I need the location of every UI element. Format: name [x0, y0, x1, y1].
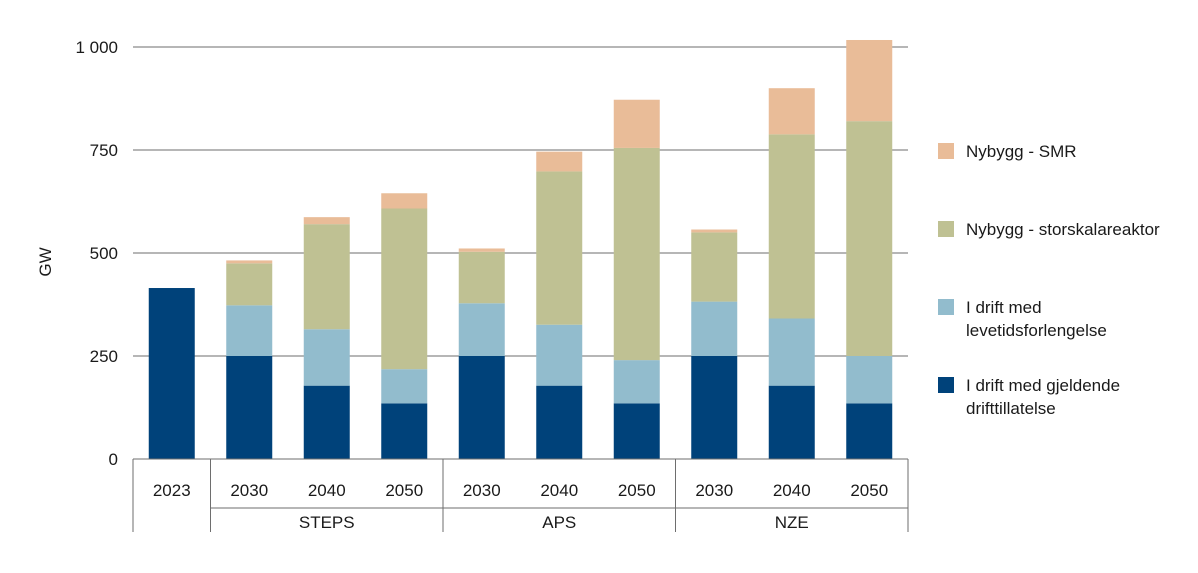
bar-segment-0-0 [148, 288, 195, 459]
bar-segment-1-3 [226, 260, 273, 264]
group-label-nze: NZE [775, 513, 809, 532]
y-tick-label-500: 500 [90, 244, 118, 263]
y-axis-label: GW [36, 247, 55, 276]
y-tick-label-1000: 1 000 [75, 38, 118, 57]
group-label-steps: STEPS [299, 513, 355, 532]
bar-segment-9-1 [846, 356, 893, 404]
bar-segment-2-0 [303, 385, 350, 459]
legend-label-storskalareaktor: Nybygg - storskalareaktor [966, 220, 1160, 239]
bar-segment-4-2 [458, 251, 505, 304]
bar-segment-3-1 [381, 369, 428, 404]
bar-segment-6-3 [613, 99, 660, 148]
bar-segment-3-2 [381, 208, 428, 370]
legend-swatch-levetidsforlengelse [938, 299, 954, 315]
x-tick-label-0: 2023 [153, 481, 191, 500]
bar-segment-4-0 [458, 356, 505, 459]
x-tick-label-8: 2040 [773, 481, 811, 500]
x-tick-label-7: 2030 [695, 481, 733, 500]
bar-segment-5-1 [536, 324, 583, 386]
x-tick-label-5: 2040 [540, 481, 578, 500]
x-tick-label-2: 2040 [308, 481, 346, 500]
bar-segment-3-0 [381, 403, 428, 459]
legend-swatch-smr [938, 143, 954, 159]
bar-segment-7-3 [691, 229, 738, 233]
legend-swatch-storskalareaktor [938, 221, 954, 237]
bar-segment-1-1 [226, 305, 273, 356]
bar-segment-5-2 [536, 171, 583, 325]
legend-item-gjeldende-drifttillatelse: I drift med gjeldende drifttillatelse [938, 374, 1120, 420]
legend-label-smr: Nybygg - SMR [966, 142, 1077, 161]
bar-segment-4-3 [458, 248, 505, 252]
legend-swatch-gjeldende-drifttillatelse [938, 377, 954, 393]
legend-item-storskalareaktor: Nybygg - storskalareaktor [938, 218, 1160, 241]
bar-segment-8-3 [768, 88, 815, 135]
bar-segment-5-0 [536, 385, 583, 459]
x-tick-label-1: 2030 [230, 481, 268, 500]
bar-segment-9-0 [846, 403, 893, 459]
bar-segment-6-1 [613, 360, 660, 404]
y-tick-label-250: 250 [90, 347, 118, 366]
bar-segment-6-0 [613, 403, 660, 459]
x-tick-label-6: 2050 [618, 481, 656, 500]
legend-item-levetidsforlengelse: I drift med levetidsforlengelse [938, 296, 1107, 342]
bar-segment-7-2 [691, 232, 738, 302]
bar-segment-2-3 [303, 217, 350, 225]
bar-segment-4-1 [458, 303, 505, 356]
bar-segment-2-2 [303, 224, 350, 330]
group-label-aps: APS [542, 513, 576, 532]
bar-segment-9-2 [846, 121, 893, 356]
legend-label-levetidsforlengelse: I drift med levetidsforlengelse [966, 298, 1107, 340]
legend-item-smr: Nybygg - SMR [938, 140, 1077, 163]
bar-segment-2-1 [303, 329, 350, 386]
y-tick-label-750: 750 [90, 141, 118, 160]
y-tick-label-0: 0 [109, 450, 118, 469]
bar-segment-9-3 [846, 39, 893, 122]
bar-segment-7-1 [691, 301, 738, 356]
bar-segment-3-3 [381, 193, 428, 209]
x-tick-label-9: 2050 [850, 481, 888, 500]
bar-segment-8-0 [768, 385, 815, 459]
x-tick-label-3: 2050 [385, 481, 423, 500]
x-tick-label-4: 2030 [463, 481, 501, 500]
bar-segment-7-0 [691, 356, 738, 459]
legend-label-gjeldende-drifttillatelse: I drift med gjeldende drifttillatelse [966, 376, 1121, 418]
bar-segment-8-1 [768, 318, 815, 386]
bar-segment-1-2 [226, 263, 273, 306]
bar-segment-1-0 [226, 356, 273, 459]
bar-segment-5-3 [536, 151, 583, 172]
bar-segment-8-2 [768, 134, 815, 319]
bar-segment-6-2 [613, 147, 660, 361]
